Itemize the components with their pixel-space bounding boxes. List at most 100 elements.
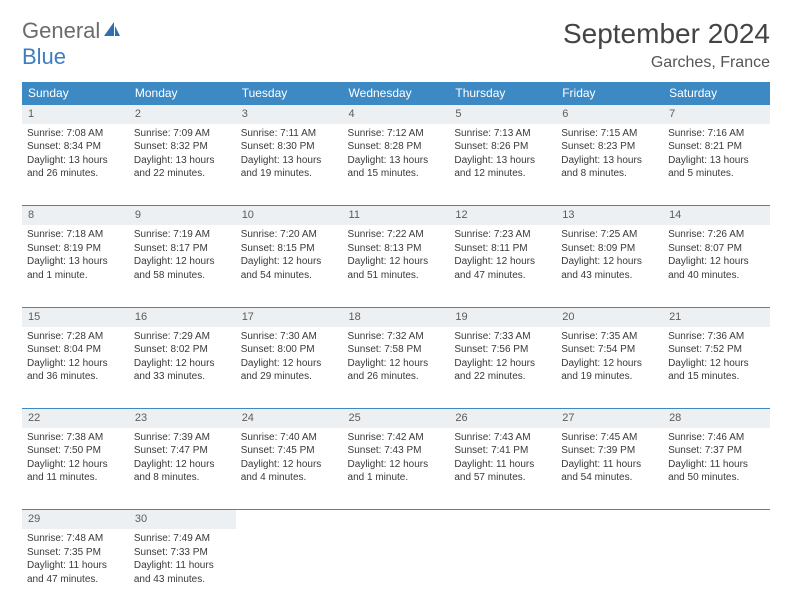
daylight-line: Daylight: 13 hours and 8 minutes.	[561, 154, 658, 181]
day-detail-cell: Sunrise: 7:40 AMSunset: 7:45 PMDaylight:…	[236, 428, 343, 510]
sunset-line: Sunset: 7:52 PM	[668, 343, 765, 357]
day-number-cell: 10	[236, 206, 343, 225]
daylight-line: Daylight: 12 hours and 33 minutes.	[134, 357, 231, 384]
day-number-cell: 3	[236, 105, 343, 124]
sunset-line: Sunset: 7:41 PM	[454, 444, 551, 458]
daylight-line: Daylight: 11 hours and 43 minutes.	[134, 559, 231, 586]
weekday-header: Thursday	[449, 82, 556, 105]
daylight-line: Daylight: 12 hours and 29 minutes.	[241, 357, 338, 384]
daylight-line: Daylight: 13 hours and 19 minutes.	[241, 154, 338, 181]
sunrise-line: Sunrise: 7:13 AM	[454, 127, 551, 141]
daylight-line: Daylight: 12 hours and 19 minutes.	[561, 357, 658, 384]
day-detail-cell	[343, 529, 450, 611]
day-detail-cell: Sunrise: 7:42 AMSunset: 7:43 PMDaylight:…	[343, 428, 450, 510]
sunrise-line: Sunrise: 7:48 AM	[27, 532, 124, 546]
sunrise-line: Sunrise: 7:09 AM	[134, 127, 231, 141]
day-detail-cell: Sunrise: 7:23 AMSunset: 8:11 PMDaylight:…	[449, 225, 556, 307]
sunset-line: Sunset: 8:23 PM	[561, 140, 658, 154]
daylight-line: Daylight: 12 hours and 26 minutes.	[348, 357, 445, 384]
day-number-cell: 2	[129, 105, 236, 124]
weekday-header: Wednesday	[343, 82, 450, 105]
logo-sail-icon	[102, 20, 122, 38]
daynum-row: 2930	[22, 510, 770, 529]
location: Garches, France	[563, 54, 770, 72]
day-number-cell: 1	[22, 105, 129, 124]
day-detail-cell: Sunrise: 7:20 AMSunset: 8:15 PMDaylight:…	[236, 225, 343, 307]
weekday-header: Friday	[556, 82, 663, 105]
day-number-cell	[556, 510, 663, 529]
weekday-header: Monday	[129, 82, 236, 105]
day-detail-cell: Sunrise: 7:12 AMSunset: 8:28 PMDaylight:…	[343, 124, 450, 206]
day-number-cell: 19	[449, 307, 556, 326]
sunset-line: Sunset: 8:28 PM	[348, 140, 445, 154]
sunrise-line: Sunrise: 7:40 AM	[241, 431, 338, 445]
sunrise-line: Sunrise: 7:45 AM	[561, 431, 658, 445]
calendar-table: SundayMondayTuesdayWednesdayThursdayFrid…	[22, 82, 770, 611]
daylight-line: Daylight: 13 hours and 1 minute.	[27, 255, 124, 282]
sunrise-line: Sunrise: 7:32 AM	[348, 330, 445, 344]
sunset-line: Sunset: 7:54 PM	[561, 343, 658, 357]
day-number-cell: 23	[129, 409, 236, 428]
daylight-line: Daylight: 11 hours and 57 minutes.	[454, 458, 551, 485]
daylight-line: Daylight: 12 hours and 4 minutes.	[241, 458, 338, 485]
day-number-cell: 15	[22, 307, 129, 326]
day-number-cell	[449, 510, 556, 529]
details-row: Sunrise: 7:48 AMSunset: 7:35 PMDaylight:…	[22, 529, 770, 611]
sunset-line: Sunset: 7:45 PM	[241, 444, 338, 458]
sunrise-line: Sunrise: 7:15 AM	[561, 127, 658, 141]
sunset-line: Sunset: 7:37 PM	[668, 444, 765, 458]
sunrise-line: Sunrise: 7:28 AM	[27, 330, 124, 344]
day-number-cell: 22	[22, 409, 129, 428]
sunrise-line: Sunrise: 7:16 AM	[668, 127, 765, 141]
sunset-line: Sunset: 8:02 PM	[134, 343, 231, 357]
day-detail-cell: Sunrise: 7:33 AMSunset: 7:56 PMDaylight:…	[449, 327, 556, 409]
month-title: September 2024	[563, 18, 770, 50]
day-detail-cell: Sunrise: 7:18 AMSunset: 8:19 PMDaylight:…	[22, 225, 129, 307]
day-number-cell: 25	[343, 409, 450, 428]
day-detail-cell: Sunrise: 7:46 AMSunset: 7:37 PMDaylight:…	[663, 428, 770, 510]
day-detail-cell: Sunrise: 7:09 AMSunset: 8:32 PMDaylight:…	[129, 124, 236, 206]
day-detail-cell: Sunrise: 7:30 AMSunset: 8:00 PMDaylight:…	[236, 327, 343, 409]
day-number-cell	[343, 510, 450, 529]
day-number-cell: 17	[236, 307, 343, 326]
sunrise-line: Sunrise: 7:12 AM	[348, 127, 445, 141]
day-number-cell: 30	[129, 510, 236, 529]
sunrise-line: Sunrise: 7:39 AM	[134, 431, 231, 445]
sunrise-line: Sunrise: 7:33 AM	[454, 330, 551, 344]
day-detail-cell: Sunrise: 7:28 AMSunset: 8:04 PMDaylight:…	[22, 327, 129, 409]
day-detail-cell: Sunrise: 7:49 AMSunset: 7:33 PMDaylight:…	[129, 529, 236, 611]
sunset-line: Sunset: 8:09 PM	[561, 242, 658, 256]
daynum-row: 15161718192021	[22, 307, 770, 326]
sunrise-line: Sunrise: 7:42 AM	[348, 431, 445, 445]
sunrise-line: Sunrise: 7:26 AM	[668, 228, 765, 242]
day-detail-cell: Sunrise: 7:32 AMSunset: 7:58 PMDaylight:…	[343, 327, 450, 409]
day-number-cell: 16	[129, 307, 236, 326]
sunset-line: Sunset: 8:19 PM	[27, 242, 124, 256]
day-number-cell: 26	[449, 409, 556, 428]
sunrise-line: Sunrise: 7:36 AM	[668, 330, 765, 344]
daylight-line: Daylight: 13 hours and 15 minutes.	[348, 154, 445, 181]
day-detail-cell	[449, 529, 556, 611]
day-number-cell: 6	[556, 105, 663, 124]
daylight-line: Daylight: 12 hours and 54 minutes.	[241, 255, 338, 282]
sunset-line: Sunset: 8:32 PM	[134, 140, 231, 154]
day-detail-cell: Sunrise: 7:48 AMSunset: 7:35 PMDaylight:…	[22, 529, 129, 611]
day-number-cell: 4	[343, 105, 450, 124]
sunrise-line: Sunrise: 7:38 AM	[27, 431, 124, 445]
logo-word2: Blue	[22, 44, 66, 69]
sunset-line: Sunset: 7:43 PM	[348, 444, 445, 458]
daylight-line: Daylight: 13 hours and 22 minutes.	[134, 154, 231, 181]
sunrise-line: Sunrise: 7:46 AM	[668, 431, 765, 445]
day-number-cell: 28	[663, 409, 770, 428]
daylight-line: Daylight: 12 hours and 36 minutes.	[27, 357, 124, 384]
day-detail-cell: Sunrise: 7:25 AMSunset: 8:09 PMDaylight:…	[556, 225, 663, 307]
sunset-line: Sunset: 7:33 PM	[134, 546, 231, 560]
daylight-line: Daylight: 13 hours and 12 minutes.	[454, 154, 551, 181]
day-detail-cell: Sunrise: 7:36 AMSunset: 7:52 PMDaylight:…	[663, 327, 770, 409]
day-number-cell: 7	[663, 105, 770, 124]
day-number-cell: 5	[449, 105, 556, 124]
day-detail-cell	[556, 529, 663, 611]
sunrise-line: Sunrise: 7:18 AM	[27, 228, 124, 242]
sunset-line: Sunset: 7:50 PM	[27, 444, 124, 458]
day-detail-cell: Sunrise: 7:45 AMSunset: 7:39 PMDaylight:…	[556, 428, 663, 510]
